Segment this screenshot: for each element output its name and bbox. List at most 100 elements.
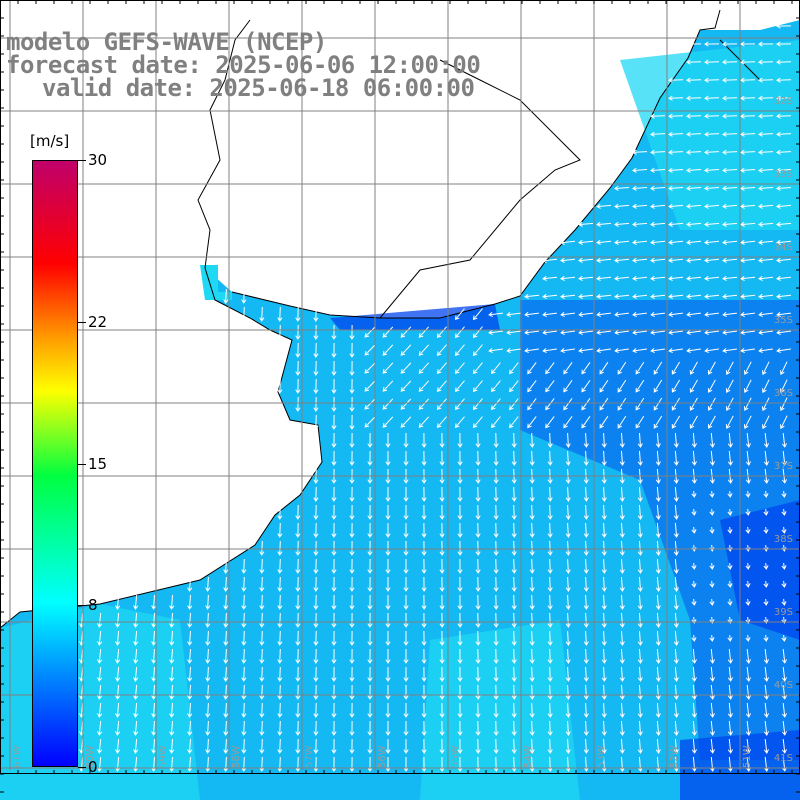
wind-arrow: [475, 612, 481, 628]
wind-arrow: [668, 167, 684, 173]
wind-arrow: [205, 576, 211, 592]
wind-arrow: [421, 450, 427, 466]
wind-arrow: [619, 576, 625, 592]
wind-arrow: [97, 648, 103, 664]
wind-arrow: [115, 756, 121, 772]
wind-arrow: [223, 720, 229, 736]
lon-label: 56W: [377, 745, 388, 768]
lat-label: 38S: [774, 534, 793, 545]
wind-arrow: [457, 720, 463, 736]
wind-arrow: [331, 576, 337, 592]
wind-arrow: [151, 594, 157, 610]
colorbar-tick: [78, 160, 86, 161]
wind-arrow: [578, 257, 594, 263]
wind-arrow: [349, 486, 355, 502]
wind-arrow: [758, 257, 774, 263]
wind-arrow: [295, 342, 301, 358]
wind-arrow: [727, 562, 733, 570]
wind-arrow: [493, 558, 499, 574]
wind-arrow: [277, 720, 283, 736]
wind-arrow: [691, 598, 697, 606]
wind-arrow: [650, 203, 666, 209]
wind-arrow: [418, 380, 430, 392]
wind-arrow: [223, 630, 229, 646]
wind-arrow: [511, 540, 517, 556]
wind-arrow: [763, 634, 769, 642]
wind-arrow: [601, 666, 607, 682]
wind-arrow: [439, 684, 445, 700]
wind-arrow: [619, 594, 625, 610]
wind-arrow: [421, 504, 427, 520]
wind-arrow: [457, 648, 463, 664]
wind-arrow: [632, 167, 648, 173]
wind-arrow: [367, 576, 373, 592]
wind-arrow: [313, 414, 319, 430]
wind-arrow: [689, 361, 698, 375]
wind-arrow: [776, 203, 792, 209]
wind-arrow: [583, 522, 589, 538]
wind-arrow: [547, 576, 553, 592]
wind-arrow: [493, 522, 499, 538]
wind-arrow: [313, 702, 319, 718]
wind-arrow: [758, 167, 774, 173]
wind-arrow: [493, 450, 499, 466]
wind-arrow: [563, 362, 573, 375]
wind-arrow: [421, 702, 427, 718]
wind-arrow: [668, 239, 684, 245]
wind-arrow: [457, 738, 463, 754]
wind-arrow: [673, 594, 679, 610]
wind-arrow: [601, 594, 607, 610]
wind-arrow: [637, 684, 643, 700]
wind-arrow: [439, 558, 445, 574]
wind-arrow: [382, 326, 394, 338]
wind-arrow: [619, 522, 625, 538]
wind-arrow: [691, 432, 697, 448]
colorbar-tick: [78, 321, 86, 323]
wind-arrow: [349, 342, 355, 358]
wind-arrow: [187, 738, 193, 754]
wind-arrow: [542, 311, 557, 318]
wind-arrow: [758, 203, 774, 209]
wind-arrow: [457, 576, 463, 592]
wind-arrow: [400, 416, 412, 428]
wind-arrow: [382, 398, 394, 410]
border-river: [197, 19, 251, 269]
wind-arrow: [583, 756, 589, 772]
wind-arrow: [709, 756, 715, 772]
wind-arrow: [493, 702, 499, 718]
wind-arrow: [722, 95, 738, 101]
wind-arrow: [205, 684, 211, 700]
wind-arrow: [403, 451, 409, 466]
wind-arrow: [367, 684, 373, 700]
wind-arrow: [115, 720, 121, 736]
wind-arrow: [295, 396, 301, 412]
wind-arrow: [704, 221, 720, 227]
wind-arrow: [542, 293, 558, 299]
wind-arrow: [349, 504, 355, 520]
wind-arrow: [565, 594, 571, 610]
wind-arrow: [727, 648, 733, 664]
wind-arrow: [491, 398, 501, 411]
wind-arrow: [367, 666, 373, 682]
wind-arrow: [259, 540, 265, 556]
wind-arrow: [457, 540, 463, 556]
wind-arrow: [509, 380, 519, 393]
wind-arrow: [668, 311, 683, 318]
wind-arrow: [637, 648, 643, 664]
ocean-speed-patch: [420, 620, 580, 800]
wind-arrow: [614, 275, 630, 281]
wind-arrow: [331, 756, 337, 772]
wind-arrow: [454, 362, 465, 375]
wind-arrow: [740, 239, 756, 245]
wind-arrow: [581, 380, 591, 393]
wind-arrow: [722, 311, 737, 318]
wind-arrow: [475, 540, 481, 556]
wind-arrow: [151, 630, 157, 646]
grid-labels: 32S 33S 34S 35S 36S 37S 38S 39S 40S 41S 61W 60W 59W 5…: [12, 96, 793, 768]
ocean-area: [0, 20, 800, 800]
wind-arrow: [277, 594, 283, 610]
wind-arrow: [583, 594, 589, 610]
wind-arrow: [722, 77, 738, 83]
wind-arrow: [686, 149, 702, 155]
